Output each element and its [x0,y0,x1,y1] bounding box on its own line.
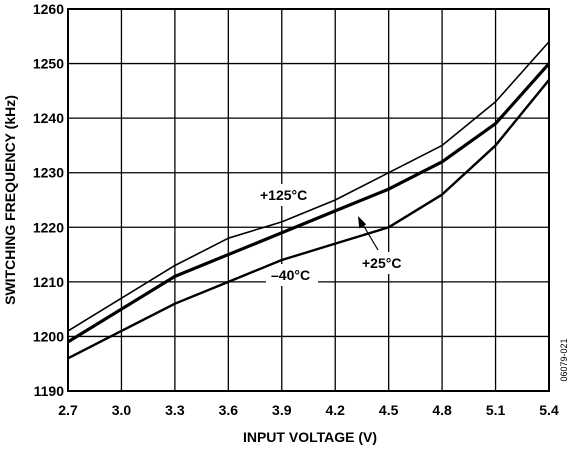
x-tick-label: 4.2 [325,402,345,418]
y-tick-label: 1210 [33,274,64,290]
plot-area-frame [67,8,550,392]
x-tick-label: 3.9 [272,402,292,418]
tick-labels: 2.7 3.0 3.3 3.6 3.9 4.2 4.5 4.8 5.1 5.4 1190 1200 12… [33,1,559,418]
grid [67,8,550,392]
y-tick-label: 1230 [33,165,64,181]
x-tick-label: 3.3 [165,402,185,418]
x-tick-label: 3.6 [219,402,239,418]
x-tick-label: 5.1 [486,402,506,418]
y-tick-label: 1240 [33,110,64,126]
annotation-plus25c-label: +25°C [362,255,401,271]
series-lines [67,41,551,360]
x-axis-title: INPUT VOLTAGE (V) [243,429,377,445]
annotation-arrow-head [358,216,367,229]
series-line-plus25c [67,62,551,344]
x-tick-label: 4.5 [379,402,399,418]
x-tick-label: 5.4 [539,402,559,418]
x-tick-label: 3.0 [112,402,132,418]
y-tick-label: 1260 [33,1,64,17]
figure-id-label: 06079-021 [559,338,569,381]
annotation-background [255,184,315,206]
y-tick-label: 1190 [34,383,65,399]
x-tick-label: 2.7 [58,402,78,418]
annotation-minus40c-label: –40°C [271,267,310,283]
series-line-plus125c [67,41,550,332]
y-tick-label: 1200 [33,328,64,344]
y-tick-label: 1250 [33,56,64,72]
series-line-minus40c [67,79,550,360]
y-axis-title: SWITCHING FREQUENCY (kHz) [2,95,18,305]
annotation-background [266,264,318,286]
annotation-background [356,252,412,274]
annotation-arrow-shaft [361,222,379,251]
annotation-plus125c-label: +125°C [260,187,307,203]
x-tick-label: 4.8 [432,402,452,418]
y-tick-label: 1220 [33,219,64,235]
